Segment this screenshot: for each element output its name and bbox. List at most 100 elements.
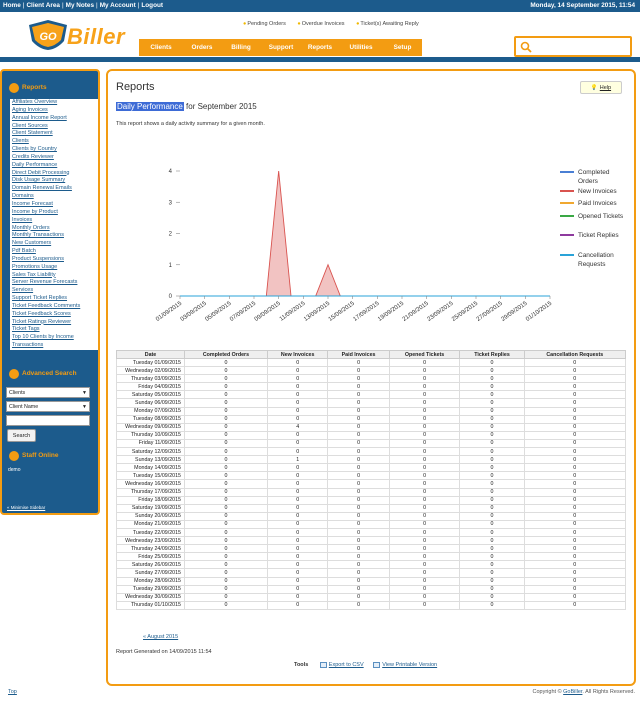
row-date-cell: Thursday 01/10/2015 — [116, 600, 185, 610]
x-tick-label: 29/09/2015 — [500, 300, 529, 323]
row-value-cell: 0 — [388, 463, 461, 473]
top-link-logout[interactable]: Logout — [141, 2, 164, 9]
row-value-cell: 0 — [523, 398, 627, 408]
sidebar-report-link[interactable]: Daily Performance — [12, 161, 58, 168]
nav-orders[interactable]: Orders — [191, 44, 213, 51]
table-row: Monday 14/09/2015 0 0 0 0 0 0 — [116, 463, 627, 473]
sidebar-report-link[interactable]: Income Forecast — [12, 200, 53, 207]
search-type-select[interactable]: Clients ▼ — [6, 387, 90, 398]
sidebar-report-link[interactable]: Promotions Usage — [12, 263, 58, 270]
sidebar-report-link[interactable]: Income by Product — [12, 208, 58, 215]
row-value-cell: 0 — [327, 422, 390, 432]
series-area — [180, 171, 550, 296]
row-value-cell: 0 — [327, 471, 390, 481]
row-value-cell: 0 — [266, 398, 329, 408]
alert-tickets-awaiting[interactable]: ●Ticket(s) Awaiting Reply — [356, 21, 424, 27]
minimise-sidebar-link[interactable]: « Minimise Sidebar — [7, 505, 46, 510]
copyright-link[interactable]: GoBiller — [563, 689, 583, 695]
x-tick-label: 15/09/2015 — [328, 300, 357, 323]
sidebar-report-link[interactable]: Product Suspensions — [12, 255, 64, 262]
search-field-select[interactable]: Client Name ▼ — [6, 401, 90, 412]
alert-pending-orders[interactable]: ●Pending Orders — [243, 21, 291, 27]
sidebar-report-link[interactable]: Ticket Tags — [12, 326, 40, 333]
export-csv-link[interactable]: Export to CSV — [328, 662, 364, 669]
sidebar-report-link[interactable]: Client Sources — [12, 122, 48, 129]
top-link-my-notes[interactable]: My Notes — [65, 2, 95, 9]
printable-version-link[interactable]: View Printable Version — [382, 662, 438, 669]
row-value-cell: 0 — [266, 495, 329, 505]
row-value-cell: 0 — [523, 495, 627, 505]
row-value-cell: 0 — [184, 511, 268, 521]
table-row: Saturday 26/09/2015 0 0 0 0 0 0 — [116, 560, 627, 570]
row-date-cell: Wednesday 23/09/2015 — [116, 536, 185, 546]
sidebar-report-link[interactable]: Clients by Country — [12, 146, 57, 153]
row-value-cell: 0 — [266, 511, 329, 521]
row-value-cell: 0 — [327, 390, 390, 400]
top-link-home[interactable]: Home — [3, 2, 21, 9]
sidebar-report-link[interactable]: Monthly Orders — [12, 224, 50, 231]
sidebar-report-link[interactable]: Pdf Batch — [12, 248, 36, 255]
sidebar-report-link[interactable]: Ticket Ratings Reviewer — [12, 318, 72, 325]
sidebar-report-link[interactable]: Aging Invoices — [12, 106, 48, 113]
sidebar-report-link[interactable]: Client Statement — [12, 130, 53, 137]
table-row: Thursday 10/09/2015 0 0 0 0 0 0 — [116, 430, 627, 440]
row-date-cell: Saturday 05/09/2015 — [116, 390, 185, 400]
sidebar-report-link[interactable]: Ticket Feedback Scores — [12, 310, 71, 317]
table-row: Monday 21/09/2015 0 0 0 0 0 0 — [116, 519, 627, 529]
row-value-cell: 0 — [459, 455, 525, 465]
row-value-cell: 0 — [184, 438, 268, 449]
nav-clients[interactable]: Clients — [150, 44, 172, 51]
sidebar-report-link[interactable]: Transactions — [12, 342, 44, 349]
table-row: Friday 25/09/2015 0 0 0 0 0 0 — [116, 552, 627, 562]
row-value-cell: 0 — [184, 527, 268, 538]
sidebar-report-link[interactable]: Ticket Feedback Comments — [12, 302, 81, 309]
previous-month-link[interactable]: « August 2015 — [143, 634, 179, 640]
gobiller-logo[interactable]: GO Biller — [27, 19, 127, 51]
search-icon[interactable] — [520, 41, 532, 53]
sidebar-report-link[interactable]: New Customers — [12, 240, 52, 247]
row-value-cell: 0 — [388, 422, 461, 432]
search-button[interactable]: Search — [7, 429, 36, 442]
row-value-cell: 0 — [388, 592, 461, 602]
nav-reports[interactable]: Reports — [307, 44, 333, 51]
nav-utilities[interactable]: Utilities — [349, 44, 373, 51]
sidebar-report-link[interactable]: Disk Usage Summary — [12, 177, 66, 184]
alert-overdue-invoices[interactable]: ●Overdue Invoices — [297, 21, 349, 27]
header-alerts: ●Pending Orders ●Overdue Invoices ●Ticke… — [243, 21, 429, 27]
row-value-cell: 0 — [327, 568, 390, 578]
nav-setup[interactable]: Setup — [393, 44, 412, 51]
top-link-client-area[interactable]: Client Area — [26, 2, 60, 9]
sidebar-report-link[interactable]: Sales Tax Liability — [12, 271, 56, 278]
sidebar-report-link[interactable]: Annual Income Report — [12, 114, 67, 121]
row-value-cell: 0 — [523, 366, 627, 376]
sidebar-report-link[interactable]: Direct Debit Processing — [12, 169, 70, 176]
sidebar-report-link[interactable]: Credits Reviewer — [12, 153, 54, 160]
row-value-cell: 0 — [388, 447, 461, 457]
row-value-cell: 0 — [523, 471, 627, 481]
bullet-icon: ● — [297, 21, 301, 27]
top-link-my-account[interactable]: My Account — [99, 2, 136, 9]
sidebar-report-link[interactable]: Server Revenue Forecasts — [12, 279, 78, 286]
footer-top-link[interactable]: Top — [8, 689, 17, 695]
header-search-input[interactable] — [514, 36, 632, 57]
search-text-input[interactable] — [6, 415, 90, 426]
sidebar-report-link[interactable]: Services — [12, 287, 34, 294]
row-value-cell: 0 — [459, 544, 525, 554]
y-tick-label: 0 — [169, 294, 173, 300]
nav-billing[interactable]: Billing — [231, 44, 251, 51]
sidebar-report-link[interactable]: Clients — [12, 138, 29, 145]
sidebar-report-link[interactable]: Support Ticket Replies — [12, 295, 68, 302]
row-value-cell: 0 — [184, 390, 268, 400]
sidebar-report-link[interactable]: Domains — [12, 193, 34, 200]
sidebar-report-link[interactable]: Invoices — [12, 216, 33, 223]
header: GO Biller ●Pending Orders ●Overdue Invoi… — [0, 12, 640, 62]
help-button[interactable]: 💡 Help — [580, 81, 622, 94]
sidebar-report-link[interactable]: Monthly Transactions — [12, 232, 64, 239]
sidebar-report-link[interactable]: Top 10 Clients by Income — [12, 334, 74, 341]
column-header: Completed Orders — [184, 350, 268, 359]
nav-support[interactable]: Support — [268, 44, 294, 51]
row-value-cell: 0 — [184, 592, 268, 602]
sidebar-report-link[interactable]: Domain Renewal Emails — [12, 185, 72, 192]
row-value-cell: 0 — [184, 552, 268, 562]
sidebar-report-link[interactable]: Affiliates Overview — [12, 99, 58, 105]
